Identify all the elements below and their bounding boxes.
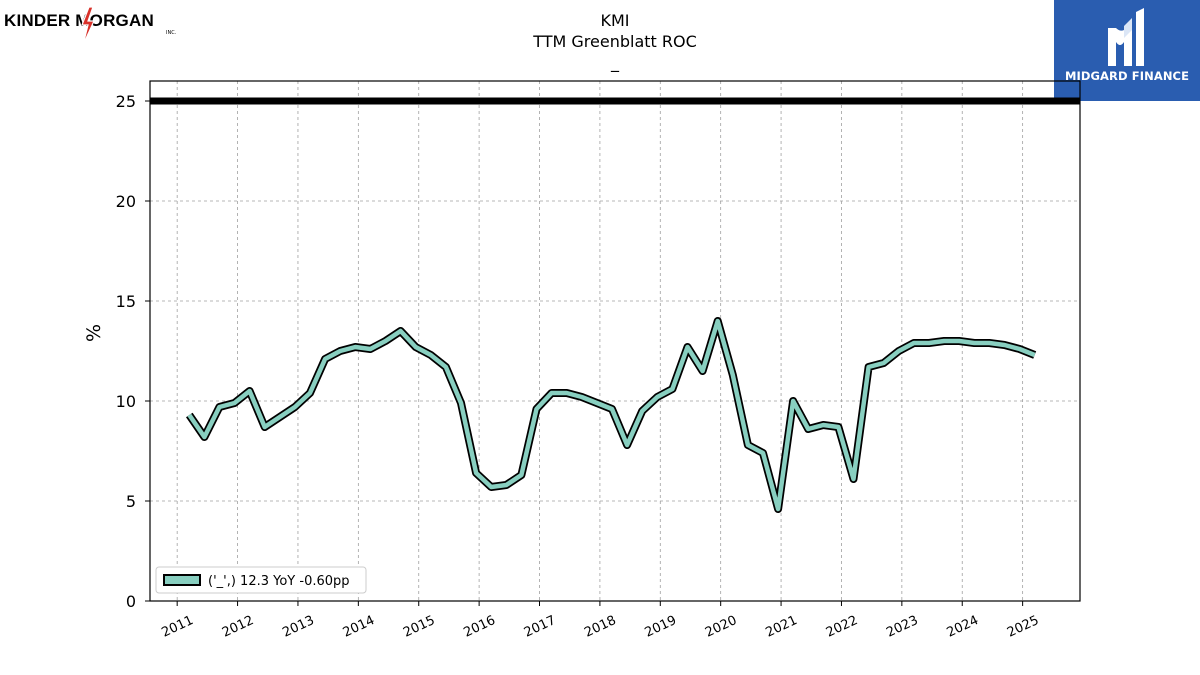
x-tick-label: 2016 xyxy=(461,613,497,641)
x-tick-label: 2015 xyxy=(401,613,437,641)
chart-titles: KMI TTM Greenblatt ROC _ xyxy=(415,10,815,73)
chart-subtitle-secondary: _ xyxy=(611,53,619,72)
y-axis: 0 5 10 15 20 25 xyxy=(116,92,150,611)
y-tick-label: 10 xyxy=(116,392,136,411)
x-axis: 2011 2012 2013 2014 2015 2016 2017 2018 2019 2020… xyxy=(160,601,1041,641)
y-tick-label: 15 xyxy=(116,292,136,311)
kinder-morgan-logo: KINDER MORGAN INC. xyxy=(4,6,184,46)
midgard-finance-logo: MIDGARD FINANCE xyxy=(1054,0,1200,101)
x-tick-label: 2022 xyxy=(824,613,860,641)
x-tick-label: 2024 xyxy=(945,613,981,641)
series-group xyxy=(186,317,1037,513)
chart-title: KMI xyxy=(600,11,630,30)
x-tick-label: 2012 xyxy=(220,613,256,641)
kinder-morgan-wordmark: KINDER MORGAN xyxy=(4,11,154,30)
x-tick-label: 2021 xyxy=(763,613,799,641)
kinder-morgan-inc: INC. xyxy=(166,30,177,36)
midgard-finance-brand-text: MIDGARD FINANCE xyxy=(1064,69,1190,83)
y-tick-label: 20 xyxy=(116,192,136,211)
midgard-monogram-icon xyxy=(1108,8,1144,66)
legend-swatch xyxy=(163,574,201,586)
x-tick-label: 2017 xyxy=(522,613,558,641)
plot-frame xyxy=(149,80,1081,602)
y-axis-label: % xyxy=(83,324,105,342)
legend: ('_',) 12.3 YoY -0.60pp xyxy=(155,566,367,594)
x-tick-label: 2020 xyxy=(703,613,739,641)
legend-box xyxy=(155,566,367,594)
x-tick-label: 2025 xyxy=(1005,613,1041,641)
y-tick-label: 0 xyxy=(126,592,136,611)
chart-subtitle: TTM Greenblatt ROC xyxy=(533,32,697,51)
x-tick-label: 2013 xyxy=(280,613,316,641)
series-line-outline xyxy=(186,317,1037,513)
x-tick-label: 2023 xyxy=(884,613,920,641)
y-tick-label: 5 xyxy=(126,492,136,511)
series-line xyxy=(187,318,1036,512)
legend-label: ('_',) 12.3 YoY -0.60pp xyxy=(208,574,350,589)
x-tick-label: 2014 xyxy=(341,613,377,641)
lightning-bolt-icon xyxy=(81,6,95,46)
y-tick-label: 25 xyxy=(116,92,136,111)
x-tick-label: 2011 xyxy=(160,613,196,641)
x-tick-label: 2019 xyxy=(643,613,679,641)
x-tick-label: 2018 xyxy=(582,613,618,641)
